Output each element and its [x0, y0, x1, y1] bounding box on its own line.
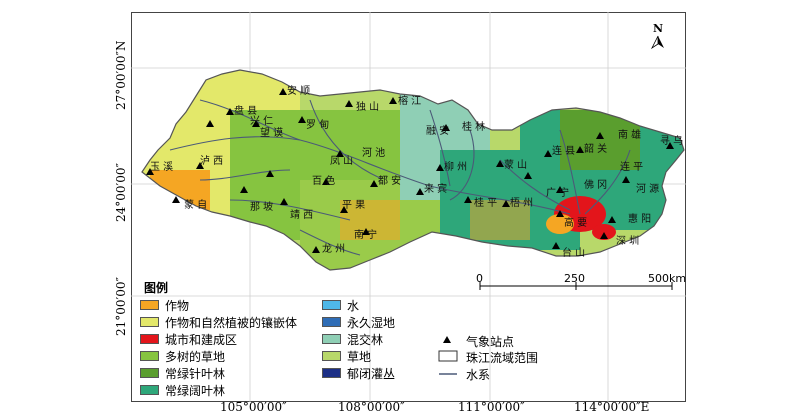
- place-label: 桂 林: [462, 122, 486, 133]
- legend-label: 作物和自然植被的镶嵌体: [165, 315, 298, 330]
- legend-label: 郁闭灌丛: [347, 366, 396, 381]
- legend-title: 图例: [144, 281, 169, 295]
- river-network: [169, 99, 631, 256]
- place-label: 罗 甸: [306, 120, 330, 131]
- legend-item: 草地: [322, 349, 372, 364]
- legend-swatch: [322, 317, 341, 327]
- scale-label: 500km: [648, 272, 687, 285]
- place-label: 柳 州: [444, 162, 468, 173]
- legend-item-station: 气象站点: [466, 333, 514, 350]
- place-label: 蒙 山: [504, 160, 528, 171]
- scale-label: 0: [476, 272, 483, 285]
- legend-label: 常绿针叶林: [165, 366, 226, 381]
- place-label: 望 谟: [260, 128, 284, 139]
- longitude-label: 114°00′00″E: [574, 400, 650, 414]
- place-label: 寻 乌: [660, 136, 684, 147]
- legend-item: 城市和建成区: [140, 332, 238, 347]
- north-label: N: [652, 22, 664, 35]
- basin-boundary: [141, 69, 685, 271]
- place-label: 泸 西: [200, 156, 224, 167]
- place-label: 惠 阳: [628, 214, 652, 225]
- legend-item: 作物和自然植被的镶嵌体: [140, 315, 298, 330]
- place-label: 桂 平: [474, 198, 498, 209]
- place-label: 连 县: [552, 146, 576, 157]
- place-label: 韶 关: [584, 144, 608, 155]
- legend-swatch: [140, 317, 159, 327]
- legend-swatch: [140, 385, 159, 395]
- north-arrow: N: [648, 22, 668, 35]
- longitude-label: 105°00′00″: [220, 400, 287, 414]
- legend-label: 多树的草地: [165, 349, 226, 364]
- legend-item: 常绿阔叶林: [140, 383, 226, 398]
- place-label: 来 宾: [424, 184, 448, 195]
- legend-swatch: [140, 334, 159, 344]
- legend-item: 作物: [140, 298, 190, 313]
- place-label: 龙 州: [322, 244, 346, 255]
- latitude-label: 27°00′00″N: [114, 40, 128, 110]
- longitude-label: 108°00′00″: [338, 400, 405, 414]
- place-label: 台 山: [562, 248, 586, 259]
- scale-bar: [479, 282, 673, 290]
- place-label: 都 安: [378, 176, 402, 187]
- place-label: 佛 冈: [584, 180, 608, 191]
- latitude-label: 21°00′00″: [114, 276, 128, 336]
- place-label: 蒙 自: [184, 200, 208, 211]
- place-label: 兴 仁: [250, 116, 274, 127]
- legend-label: 永久湿地: [347, 315, 396, 330]
- north-arrow-shape: [650, 35, 664, 50]
- place-label: 盘 县: [234, 106, 258, 117]
- legend-item: 混交林: [322, 332, 384, 347]
- legend-label: 常绿阔叶林: [165, 383, 226, 398]
- place-label: 平 果: [342, 200, 366, 211]
- legend-swatch: [140, 300, 159, 310]
- place-label: 百 色: [312, 176, 336, 187]
- latitude-label: 24°00′00″: [114, 162, 128, 222]
- place-label: 南 宁: [354, 230, 378, 241]
- legend-item: 永久湿地: [322, 315, 396, 330]
- place-label: 融 安: [426, 126, 450, 137]
- legend-item-boundary: 珠江流域范围: [466, 349, 538, 366]
- legend-swatch: [140, 368, 159, 378]
- place-label: 梧 州: [510, 198, 534, 209]
- legend-item: 多树的草地: [140, 349, 226, 364]
- legend-label: 草地: [347, 349, 372, 364]
- place-label: 连 平: [620, 162, 644, 173]
- legend-swatch: [322, 300, 341, 310]
- place-label: 河 源: [636, 184, 660, 195]
- place-label: 广 宁: [546, 188, 570, 199]
- longitude-label: 111°00′00″: [458, 400, 525, 414]
- legend-item-river: 水系: [466, 366, 490, 383]
- legend-label: 气象站点: [466, 335, 515, 349]
- legend-label: 水: [347, 298, 360, 313]
- symbol-legend-shapes: [438, 336, 458, 375]
- place-label: 高 要: [564, 218, 588, 229]
- place-label: 独 山: [356, 102, 380, 113]
- place-label: 南 雄: [618, 130, 642, 141]
- legend-swatch: [140, 351, 159, 361]
- legend-swatch: [322, 351, 341, 361]
- place-label: 凤 山: [330, 156, 354, 167]
- legend-label: 珠江流域范围: [466, 351, 539, 365]
- legend-label: 作物: [165, 298, 190, 313]
- place-label: 深 圳: [616, 236, 640, 247]
- place-label: 那 坡: [250, 202, 274, 213]
- weather-stations: [146, 88, 674, 253]
- legend-label: 水系: [466, 368, 491, 382]
- legend-label: 城市和建成区: [165, 332, 238, 347]
- legend-swatch: [322, 334, 341, 344]
- legend-item: 水: [322, 298, 360, 313]
- place-label: 安 顺: [287, 86, 311, 97]
- place-label: 榕 江: [398, 96, 422, 107]
- scale-label: 250: [564, 272, 585, 285]
- legend-item: 常绿针叶林: [140, 366, 226, 381]
- place-label: 靖 西: [290, 210, 314, 221]
- legend-item: 郁闭灌丛: [322, 366, 396, 381]
- place-label: 玉 溪: [150, 162, 174, 173]
- legend-swatch: [322, 368, 341, 378]
- legend-label: 混交林: [347, 332, 384, 347]
- place-label: 河 池: [362, 148, 386, 159]
